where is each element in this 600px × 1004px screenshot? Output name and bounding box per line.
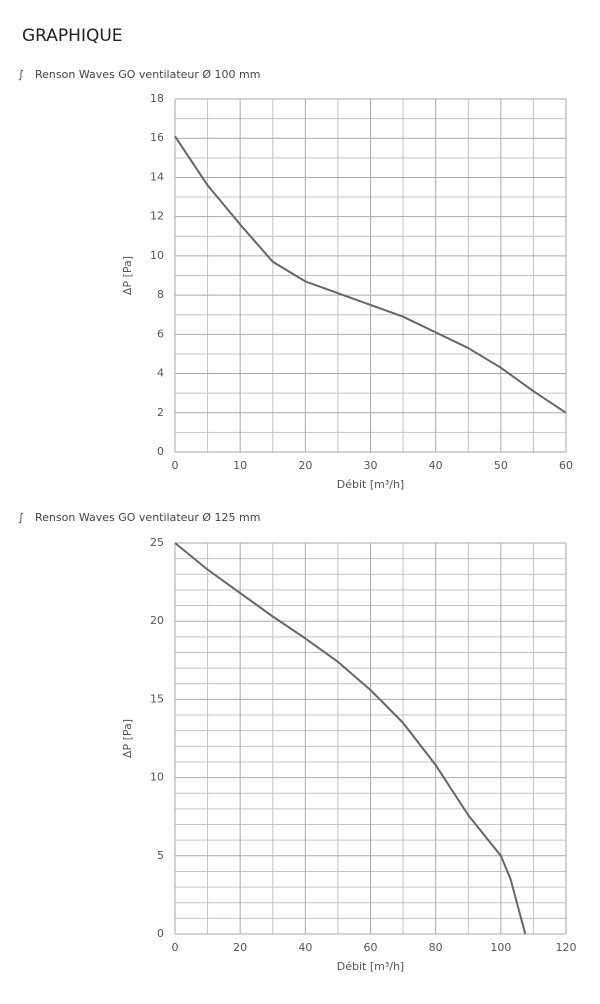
x-tick-label: 40 <box>298 941 312 954</box>
x-axis-label: Débit [m³/h] <box>337 960 404 973</box>
x-tick-label: 100 <box>490 941 511 954</box>
y-tick-label: 16 <box>150 131 164 144</box>
x-tick-label: 60 <box>559 459 573 472</box>
y-tick-label: 25 <box>150 536 164 549</box>
y-tick-label: 2 <box>157 406 164 419</box>
x-tick-label: 0 <box>172 941 179 954</box>
y-tick-label: 20 <box>150 614 164 627</box>
y-tick-label: 10 <box>150 249 164 262</box>
y-tick-label: 10 <box>150 771 164 784</box>
y-tick-label: 0 <box>157 445 164 458</box>
x-tick-label: 80 <box>429 941 443 954</box>
x-tick-label: 60 <box>364 941 378 954</box>
x-tick-label: 20 <box>298 459 312 472</box>
x-tick-label: 120 <box>556 941 577 954</box>
y-tick-label: 5 <box>157 849 164 862</box>
curve <box>174 135 567 414</box>
chart-title: Renson Waves GO ventilateur Ø 125 mm <box>35 511 260 524</box>
x-tick-label: 50 <box>494 459 508 472</box>
x-axis-label: Débit [m³/h] <box>337 478 404 491</box>
y-tick-label: 4 <box>157 367 164 380</box>
chart-icon: ∫ <box>18 511 24 524</box>
x-tick-label: 20 <box>233 941 247 954</box>
y-axis-label: ΔP [Pa] <box>121 256 134 295</box>
x-tick-label: 30 <box>364 459 378 472</box>
y-tick-label: 15 <box>150 692 164 705</box>
x-tick-label: 0 <box>172 459 179 472</box>
x-tick-label: 10 <box>233 459 247 472</box>
x-tick-label: 40 <box>429 459 443 472</box>
y-tick-label: 6 <box>157 327 164 340</box>
y-tick-label: 12 <box>150 210 164 223</box>
y-tick-label: 8 <box>157 288 164 301</box>
curve <box>174 542 527 935</box>
y-tick-label: 0 <box>157 927 164 940</box>
y-tick-label: 14 <box>150 170 164 183</box>
page-title: GRAPHIQUE <box>22 26 123 46</box>
chart-icon: ∫ <box>18 68 24 81</box>
y-axis-label: ΔP [Pa] <box>121 719 134 758</box>
chart-title: Renson Waves GO ventilateur Ø 100 mm <box>35 68 260 81</box>
y-tick-label: 18 <box>150 92 164 105</box>
